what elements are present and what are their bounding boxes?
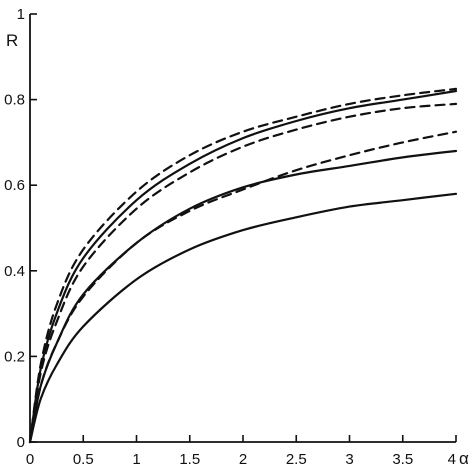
- y-tick-label: 0.8: [4, 92, 25, 109]
- y-tick-label: 0.4: [4, 263, 25, 280]
- y-tick-label: 0.2: [4, 348, 25, 365]
- x-axis: α 0 0.5 1 1.5 2 2.5 3 3.5 4: [26, 435, 469, 468]
- y-ticks: 0 0.2 0.4 0.6 0.8 1: [4, 6, 37, 451]
- series-line-4: [28, 130, 458, 444]
- x-tick-label: 0: [26, 451, 34, 468]
- y-axis-label: R: [6, 31, 18, 50]
- series-line-6: [28, 192, 458, 444]
- series-line-1: [28, 87, 458, 444]
- series-line-3: [28, 102, 458, 444]
- x-tick-label: 0.5: [73, 451, 94, 468]
- plot-series: [28, 87, 458, 444]
- x-tick-label: 1: [132, 451, 140, 468]
- x-ticks: 0 0.5 1 1.5 2 2.5 3 3.5 4: [26, 435, 457, 468]
- x-axis-label: α: [459, 449, 469, 468]
- x-tick-label: 3.5: [392, 451, 413, 468]
- y-tick-label: 1: [17, 6, 25, 23]
- x-tick-label: 2.5: [286, 451, 307, 468]
- x-tick-label: 4: [448, 451, 456, 468]
- series-line-5: [28, 149, 458, 444]
- x-tick-label: 2: [239, 451, 247, 468]
- series-line-2: [28, 89, 458, 444]
- x-tick-label: 1.5: [179, 451, 200, 468]
- x-tick-label: 3: [345, 451, 353, 468]
- y-tick-label: 0: [17, 434, 25, 451]
- y-axis: R 0 0.2 0.4 0.6 0.8 1: [4, 6, 37, 451]
- y-tick-label: 0.6: [4, 177, 25, 194]
